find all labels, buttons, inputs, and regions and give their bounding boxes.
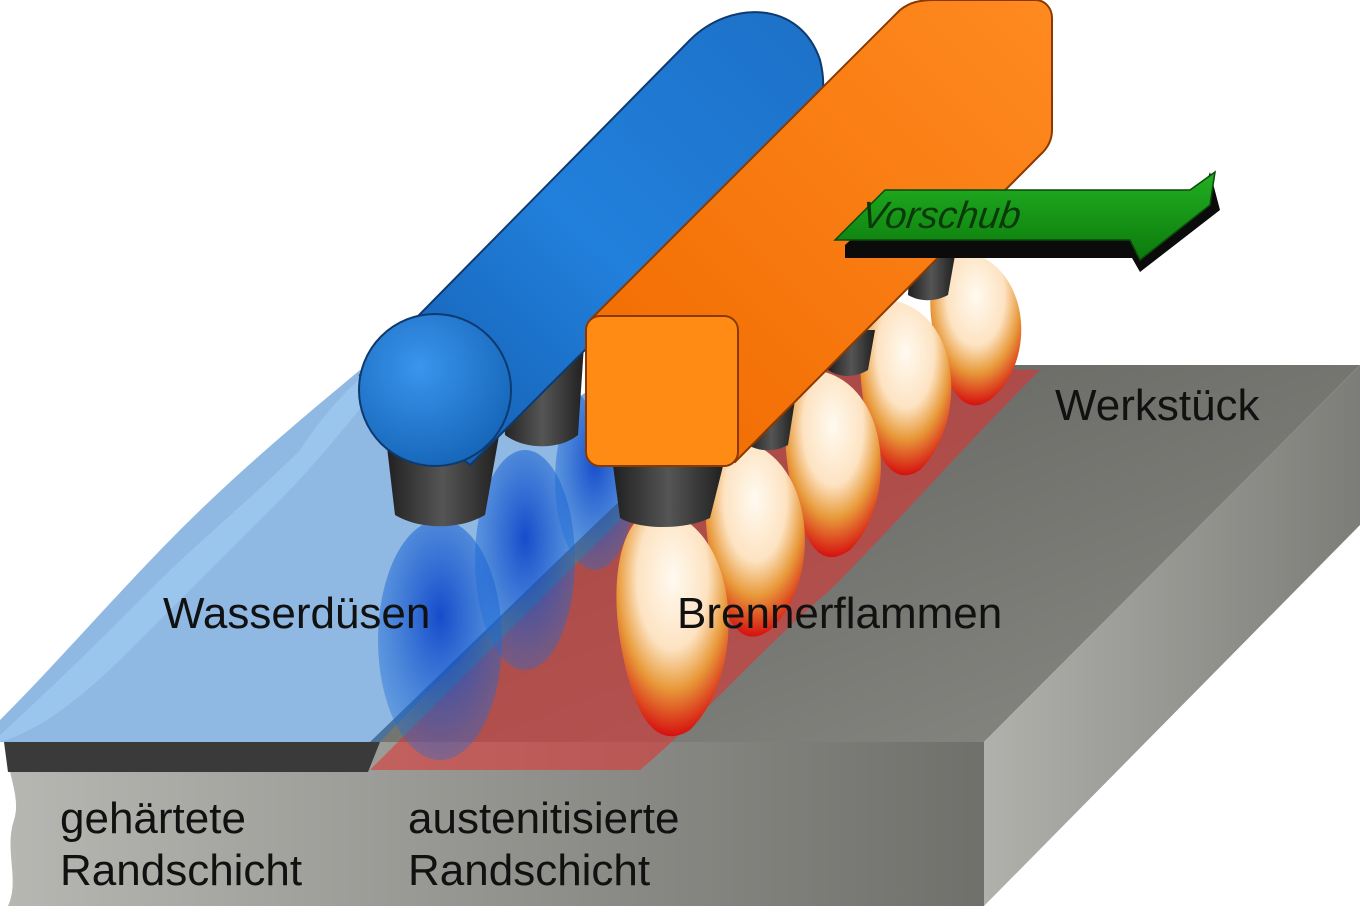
- water-pipe: [358, 11, 825, 467]
- workpiece-side-face: [984, 365, 1360, 906]
- austenitized-layer-label-line2: Randschicht: [408, 846, 650, 895]
- hardened-layer-strip: [4, 742, 380, 772]
- water-jet: [475, 450, 575, 670]
- burner-bar-end: [585, 315, 739, 467]
- flame-icon: [785, 370, 881, 558]
- flame-icon: [616, 510, 729, 737]
- feed-label: Vorschub: [859, 194, 1024, 237]
- flame-icon: [705, 440, 805, 637]
- water-nozzles-label: Wasserdüsen: [163, 589, 430, 638]
- nozzle-icon: [612, 458, 725, 527]
- water-pipe-end: [358, 313, 512, 467]
- workpiece-front-face: [7, 742, 984, 906]
- workpiece-label: Werkstück: [1055, 381, 1261, 430]
- water-jet: [378, 520, 502, 760]
- hardened-layer-label-line2: Randschicht: [60, 846, 302, 895]
- quench-water-edge: [0, 370, 380, 742]
- burner-bar: [585, 0, 1053, 467]
- burner-flames: [616, 250, 1022, 737]
- hardened-layer-label-line1: gehärtete: [60, 794, 246, 843]
- right-arrow-icon: [833, 170, 1217, 262]
- burner-flames-label: Brennerflammen: [677, 589, 1002, 638]
- flame-icon: [930, 250, 1022, 406]
- feed-arrow: Vorschub: [833, 170, 1220, 272]
- austenitized-layer-label-line1: austenitisierte: [408, 794, 679, 843]
- flame-icon: [860, 300, 952, 476]
